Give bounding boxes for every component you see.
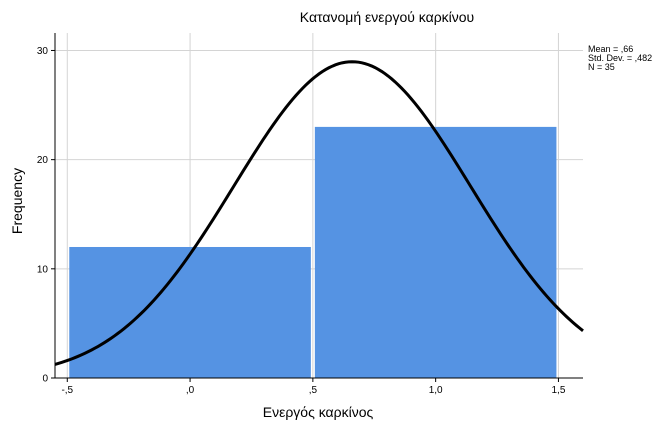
- stats-n: N = 35: [588, 62, 615, 72]
- y-tick-label-0: 0: [42, 374, 48, 385]
- histogram-bar-0: [69, 246, 311, 378]
- y-ticks: 0 10 20 30: [37, 46, 55, 385]
- x-tick-label-3: 1,0: [429, 385, 443, 396]
- x-tick-label-2: ,5: [309, 385, 318, 396]
- bars: [69, 126, 557, 379]
- x-tick-label-0: -,5: [61, 385, 73, 396]
- x-ticks: -,5 ,0 ,5 1,0 1,5: [61, 378, 566, 396]
- normal-curve: [54, 60, 584, 366]
- x-tick-label-1: ,0: [186, 385, 195, 396]
- stats-box: Mean = ,66 Std. Dev. = ,482 N = 35: [588, 44, 652, 72]
- stats-mean: Mean = ,66: [588, 44, 633, 54]
- histogram-bar-1: [314, 126, 557, 379]
- y-tick-label-1: 10: [37, 264, 49, 275]
- y-tick-label-3: 30: [37, 46, 49, 57]
- x-tick-label-4: 1,5: [551, 385, 565, 396]
- y-axis-label: Frequency: [9, 168, 25, 234]
- x-axis-label: Ενεργός καρκίνος: [263, 404, 374, 420]
- chart-title: Κατανομή ενεργού καρκίνου: [300, 9, 474, 25]
- stats-std-dev: Std. Dev. = ,482: [588, 53, 652, 63]
- y-tick-label-2: 20: [37, 155, 49, 166]
